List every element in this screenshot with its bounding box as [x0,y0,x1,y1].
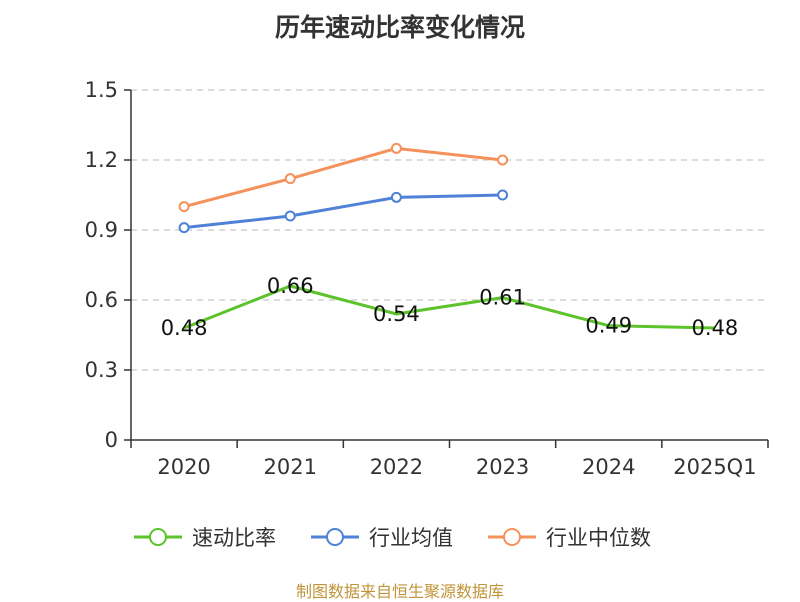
x-tick-label: 2023 [476,455,529,479]
legend-label: 行业均值 [369,526,453,550]
data-point[interactable] [284,173,296,185]
legend-item-0[interactable]: 速动比率 [134,526,276,550]
data-label: 0.49 [585,314,632,338]
data-point[interactable] [178,222,190,234]
series-line-0 [183,284,715,330]
data-label: 0.48 [161,316,208,340]
series-line-2 [183,146,503,209]
series-line-1 [183,193,503,230]
legend-item-2[interactable]: 行业中位数 [488,526,651,550]
legend-swatch-marker [326,528,344,546]
x-tick-label: 2021 [264,455,317,479]
y-tick-label: 0 [105,428,118,452]
data-labels: 0.48 0.66 0.54 0.61 0.49 0.48 [161,274,739,340]
data-point[interactable] [390,191,402,203]
chart-title: 历年速动比率变化情况 [274,13,525,42]
x-tick-label: 2024 [582,455,635,479]
data-point[interactable] [497,189,509,201]
data-label: 0.61 [479,286,526,310]
y-tick-label: 1.5 [85,78,118,102]
data-label: 0.54 [373,302,420,326]
axes: 0 0.3 0.6 0.9 1.2 1.5 2020 2021 2022 2023 2024 2025… [85,78,769,479]
grid-lines [131,89,768,371]
data-point[interactable] [284,210,296,222]
y-tick-label: 0.9 [85,218,118,242]
x-tick-label: 2025Q1 [673,455,756,479]
y-tick-label: 0.3 [85,358,118,382]
data-point[interactable] [497,154,509,166]
y-tick-label: 0.6 [85,288,118,312]
y-tick-label: 1.2 [85,148,118,172]
data-point[interactable] [390,142,402,154]
x-tick-label: 2022 [370,455,423,479]
data-source-note: 制图数据来自恒生聚源数据库 [295,582,504,601]
data-label: 0.66 [267,274,314,298]
data-point[interactable] [178,201,190,213]
legend-swatch-marker [149,528,167,546]
series-lines [178,142,715,330]
legend-label: 行业中位数 [546,526,651,550]
x-tick-label: 2020 [157,455,210,479]
legend-label: 速动比率 [192,526,276,550]
legend-item-1[interactable]: 行业均值 [311,526,453,550]
legend-swatch-marker [503,528,521,546]
data-label: 0.48 [692,316,739,340]
legend[interactable]: 速动比率 行业均值 行业中位数 [134,526,651,550]
